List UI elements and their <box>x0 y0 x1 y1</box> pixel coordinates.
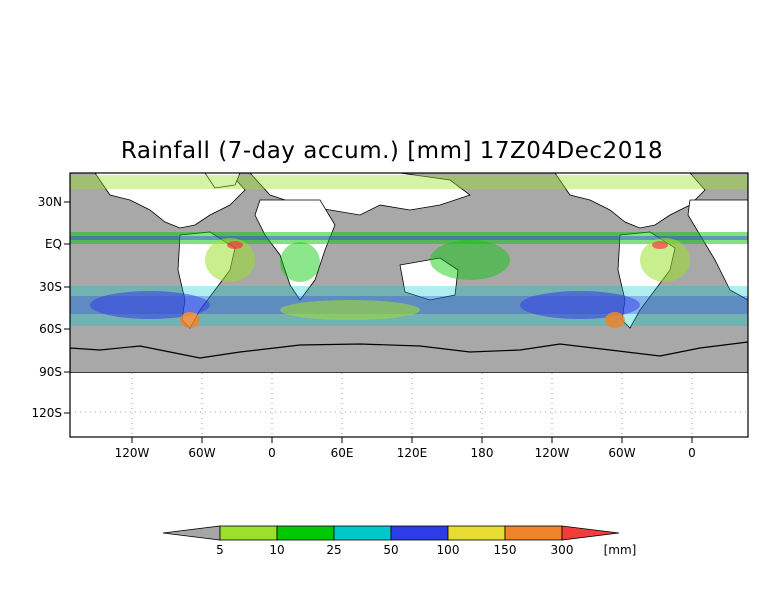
lat-label-30s: 30S <box>39 280 62 294</box>
lon-label-120w-2: 120W <box>535 446 570 460</box>
lon-label-120w: 120W <box>115 446 150 460</box>
legend-swatch-below-5 <box>162 525 221 541</box>
lon-label-0: 0 <box>268 446 276 460</box>
lon-label-60w: 60W <box>188 446 215 460</box>
legend-swatch-100-150 <box>447 525 506 541</box>
lon-label-60w-2: 60W <box>608 446 635 460</box>
legend-swatch-10-25 <box>276 525 335 541</box>
map-title: Rainfall (7-day accum.) [mm] 17Z04Dec201… <box>120 138 664 164</box>
lon-tick-marks <box>131 437 693 443</box>
legend-label-50: 50 <box>383 543 398 557</box>
legend-swatch-above-300 <box>561 525 620 541</box>
legend-swatch-150-300 <box>504 525 563 541</box>
lat-label-30n: 30N <box>38 195 62 209</box>
color-legend <box>162 525 620 541</box>
empty-region <box>70 373 748 437</box>
legend-unit: [mm] <box>604 543 637 557</box>
continents <box>94 173 748 329</box>
legend-label-300: 300 <box>551 543 574 557</box>
legend-swatch-25-50 <box>333 525 392 541</box>
lat-label-eq: EQ <box>45 237 62 251</box>
legend-swatch-50-100 <box>390 525 449 541</box>
plot-frame <box>69 172 749 438</box>
legend-label-150: 150 <box>494 543 517 557</box>
lon-label-180: 180 <box>471 446 494 460</box>
gridlines <box>70 373 748 437</box>
legend-label-100: 100 <box>437 543 460 557</box>
legend-label-10: 10 <box>269 543 284 557</box>
legend-label-25: 25 <box>326 543 341 557</box>
legend-label-5: 5 <box>216 543 224 557</box>
lon-label-60e: 60E <box>331 446 354 460</box>
rain-bands <box>70 175 748 328</box>
antarctica <box>70 341 748 373</box>
lat-label-60s: 60S <box>39 322 62 336</box>
lon-label-120e: 120E <box>397 446 428 460</box>
rainfall-map <box>70 173 748 373</box>
lat-label-120s: 120S <box>31 406 62 420</box>
lat-tick-marks <box>64 201 70 414</box>
lat-label-90s: 90S <box>39 365 62 379</box>
lon-label-0-2: 0 <box>688 446 696 460</box>
legend-swatch-5-10 <box>219 525 278 541</box>
